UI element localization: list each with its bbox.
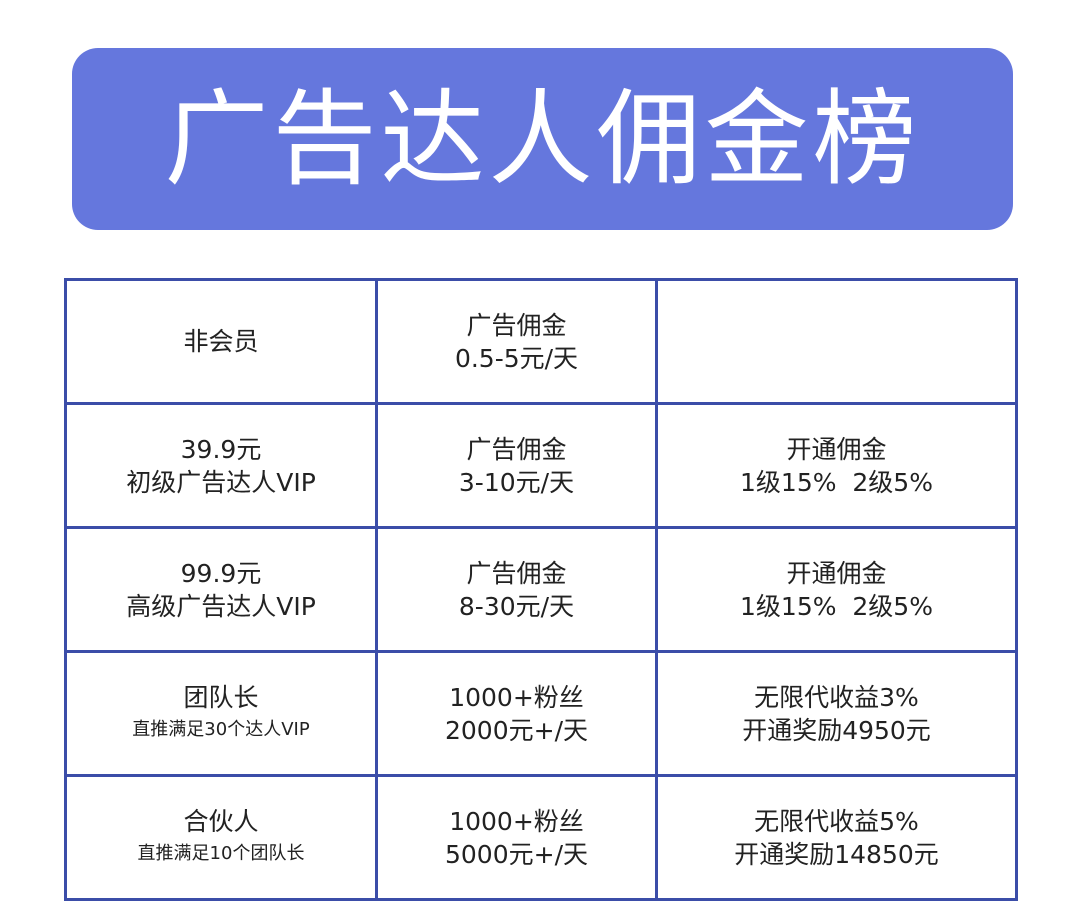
tier-price: 39.9元 bbox=[180, 434, 262, 464]
ad-commission-cell: 广告佣金 8-30元/天 bbox=[375, 526, 658, 653]
tier-name: 初级广告达人VIP bbox=[126, 467, 316, 497]
ad-commission-cell: 1000+粉丝 5000元+/天 bbox=[375, 774, 658, 901]
follower-requirement: 1000+粉丝 bbox=[449, 682, 584, 712]
activation-reward: 开通奖励14850元 bbox=[734, 839, 939, 869]
activation-reward: 开通奖励4950元 bbox=[742, 715, 931, 745]
activation-rates: 1级15% 2级5% bbox=[740, 467, 933, 497]
ad-commission-cell: 广告佣金 0.5-5元/天 bbox=[375, 278, 658, 405]
tier-cell: 非会员 bbox=[64, 278, 378, 405]
unlimited-earnings: 无限代收益5% bbox=[754, 806, 919, 836]
table-row: 非会员 广告佣金 0.5-5元/天 bbox=[64, 278, 1018, 405]
table-row: 39.9元 初级广告达人VIP 广告佣金 3-10元/天 开通佣金 1级15% … bbox=[64, 402, 1018, 529]
ad-commission-cell: 广告佣金 3-10元/天 bbox=[375, 402, 658, 529]
ad-commission-amount: 8-30元/天 bbox=[458, 591, 575, 621]
ad-commission-amount: 5000元+/天 bbox=[445, 839, 588, 869]
page-title: 广告达人佣金榜 bbox=[164, 78, 921, 200]
ad-commission-label: 广告佣金 bbox=[466, 310, 567, 340]
tier-requirement: 直推满足30个达人VIP bbox=[132, 719, 310, 740]
ad-commission-amount: 2000元+/天 bbox=[445, 715, 588, 745]
commission-table: 非会员 广告佣金 0.5-5元/天 39.9元 初级广告达人VIP 广告佣金 3… bbox=[64, 278, 1018, 901]
ad-commission-amount: 3-10元/天 bbox=[458, 467, 575, 497]
activation-cell: 开通佣金 1级15% 2级5% bbox=[655, 402, 1018, 529]
activation-cell: 开通佣金 1级15% 2级5% bbox=[655, 526, 1018, 653]
tier-cell: 合伙人 直推满足10个团队长 bbox=[64, 774, 378, 901]
tier-name: 团队长 bbox=[183, 683, 259, 712]
unlimited-earnings: 无限代收益3% bbox=[754, 682, 919, 712]
title-banner: 广告达人佣金榜 bbox=[72, 48, 1013, 230]
ad-commission-cell: 1000+粉丝 2000元+/天 bbox=[375, 650, 658, 777]
ad-commission-label: 广告佣金 bbox=[466, 434, 567, 464]
follower-requirement: 1000+粉丝 bbox=[449, 806, 584, 836]
ad-commission-amount: 0.5-5元/天 bbox=[454, 343, 579, 373]
activation-label: 开通佣金 bbox=[786, 558, 887, 588]
tier-price: 99.9元 bbox=[180, 558, 262, 588]
activation-rates: 1级15% 2级5% bbox=[740, 591, 933, 621]
table-row: 99.9元 高级广告达人VIP 广告佣金 8-30元/天 开通佣金 1级15% … bbox=[64, 526, 1018, 653]
activation-cell: 无限代收益3% 开通奖励4950元 bbox=[655, 650, 1018, 777]
tier-name: 合伙人 bbox=[183, 807, 259, 836]
tier-cell: 团队长 直推满足30个达人VIP bbox=[64, 650, 378, 777]
table-row: 团队长 直推满足30个达人VIP 1000+粉丝 2000元+/天 无限代收益3… bbox=[64, 650, 1018, 777]
tier-name: 高级广告达人VIP bbox=[126, 591, 316, 621]
activation-cell: 无限代收益5% 开通奖励14850元 bbox=[655, 774, 1018, 901]
tier-cell: 39.9元 初级广告达人VIP bbox=[64, 402, 378, 529]
ad-commission-label: 广告佣金 bbox=[466, 558, 567, 588]
activation-label: 开通佣金 bbox=[786, 434, 887, 464]
tier-cell: 99.9元 高级广告达人VIP bbox=[64, 526, 378, 653]
table-row: 合伙人 直推满足10个团队长 1000+粉丝 5000元+/天 无限代收益5% … bbox=[64, 774, 1018, 901]
tier-name: 非会员 bbox=[183, 327, 259, 356]
tier-requirement: 直推满足10个团队长 bbox=[137, 843, 305, 864]
activation-cell bbox=[655, 278, 1018, 405]
